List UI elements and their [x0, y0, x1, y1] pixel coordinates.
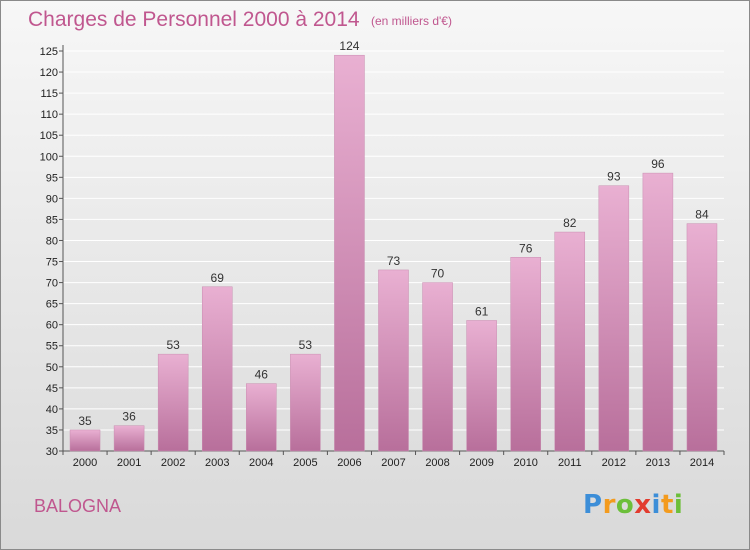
- y-tick-label: 45: [46, 383, 58, 395]
- data-label: 84: [695, 208, 709, 222]
- bar-2003: [201, 286, 233, 452]
- data-label: 76: [519, 241, 533, 255]
- bar-2004: [246, 383, 277, 452]
- y-tick-label: 80: [46, 235, 58, 247]
- y-tick-label: 100: [40, 151, 58, 163]
- bar-2009: [466, 320, 497, 452]
- data-label: 124: [339, 39, 359, 53]
- data-label: 69: [211, 271, 225, 285]
- bar-2008: [422, 282, 453, 452]
- logo-letter: P: [583, 490, 603, 520]
- bar-2006: [334, 54, 365, 452]
- x-tick-label: 2000: [73, 457, 97, 469]
- bar-2007: [378, 269, 409, 452]
- data-label: 36: [122, 410, 136, 424]
- x-tick-label: 2013: [646, 457, 670, 469]
- y-tick-label: 85: [46, 214, 58, 226]
- y-tick-label: 40: [46, 404, 58, 416]
- data-label: 93: [607, 170, 621, 184]
- y-tick-label: 120: [40, 67, 58, 79]
- data-label: 35: [78, 414, 92, 428]
- x-tick-label: 2001: [117, 457, 141, 469]
- data-label: 61: [475, 304, 489, 318]
- data-label: 53: [166, 338, 180, 352]
- logo-letter: o: [615, 490, 635, 520]
- x-tick-label: 2012: [602, 457, 626, 469]
- y-tick-label: 90: [46, 193, 58, 205]
- x-tick-label: 2003: [205, 457, 229, 469]
- bar-2000: [69, 429, 101, 452]
- logo-letter: i: [651, 490, 661, 520]
- x-tick-label: 2006: [337, 457, 361, 469]
- y-tick-label: 105: [40, 130, 58, 142]
- data-label: 82: [563, 216, 577, 230]
- data-label: 70: [431, 267, 445, 281]
- data-label: 96: [651, 157, 665, 171]
- bar-2011: [554, 231, 586, 452]
- bar-2014: [686, 223, 718, 452]
- y-tick-label: 60: [46, 320, 58, 332]
- logo-letter: i: [673, 490, 684, 520]
- y-tick-label: 70: [46, 278, 58, 290]
- bars: [69, 54, 718, 452]
- logo-letter: x: [634, 490, 652, 520]
- bar-2005: [290, 353, 321, 452]
- bar-2001: [113, 425, 145, 452]
- x-tick-label: 2014: [690, 457, 714, 469]
- y-tick-label: 35: [46, 425, 58, 437]
- y-tick-label: 55: [46, 341, 58, 353]
- logo-letter: r: [602, 490, 616, 520]
- y-tick-label: 110: [40, 109, 58, 121]
- bar-2013: [642, 172, 674, 452]
- y-tick-label: 50: [46, 362, 58, 374]
- x-tick-label: 2010: [513, 457, 537, 469]
- logo-letter: t: [660, 490, 674, 520]
- chart-unit: (en milliers d'€): [371, 14, 452, 28]
- data-labels: 35 36 53 69 46 53 124 73 70 61 76 82 93 96 84: [78, 39, 709, 428]
- x-tick-label: 2005: [293, 457, 317, 469]
- x-tick-label: 2008: [425, 457, 449, 469]
- y-tick-label: 30: [46, 446, 58, 458]
- x-tick-label: 2007: [381, 457, 405, 469]
- y-tick-label: 115: [40, 88, 58, 100]
- y-tick-label: 75: [46, 257, 58, 269]
- data-label: 53: [299, 338, 313, 352]
- x-tick-label: 2009: [469, 457, 493, 469]
- bar-2012: [598, 185, 630, 452]
- y-tick-label: 95: [46, 172, 58, 184]
- x-tick-label: 2011: [558, 457, 582, 469]
- x-tick-label: 2004: [249, 457, 273, 469]
- y-tick-label: 65: [46, 299, 58, 311]
- data-label: 46: [255, 368, 269, 382]
- chart-title: Charges de Personnel 2000 à 2014: [28, 8, 360, 31]
- data-label: 73: [387, 254, 401, 268]
- proxiti-logo: Proxiti: [583, 490, 683, 520]
- commune-name: BALOGNA: [34, 496, 122, 516]
- bar-2002: [157, 353, 189, 452]
- bar-2010: [510, 257, 541, 452]
- y-tick-label: 125: [40, 46, 58, 58]
- x-tick-label: 2002: [161, 457, 185, 469]
